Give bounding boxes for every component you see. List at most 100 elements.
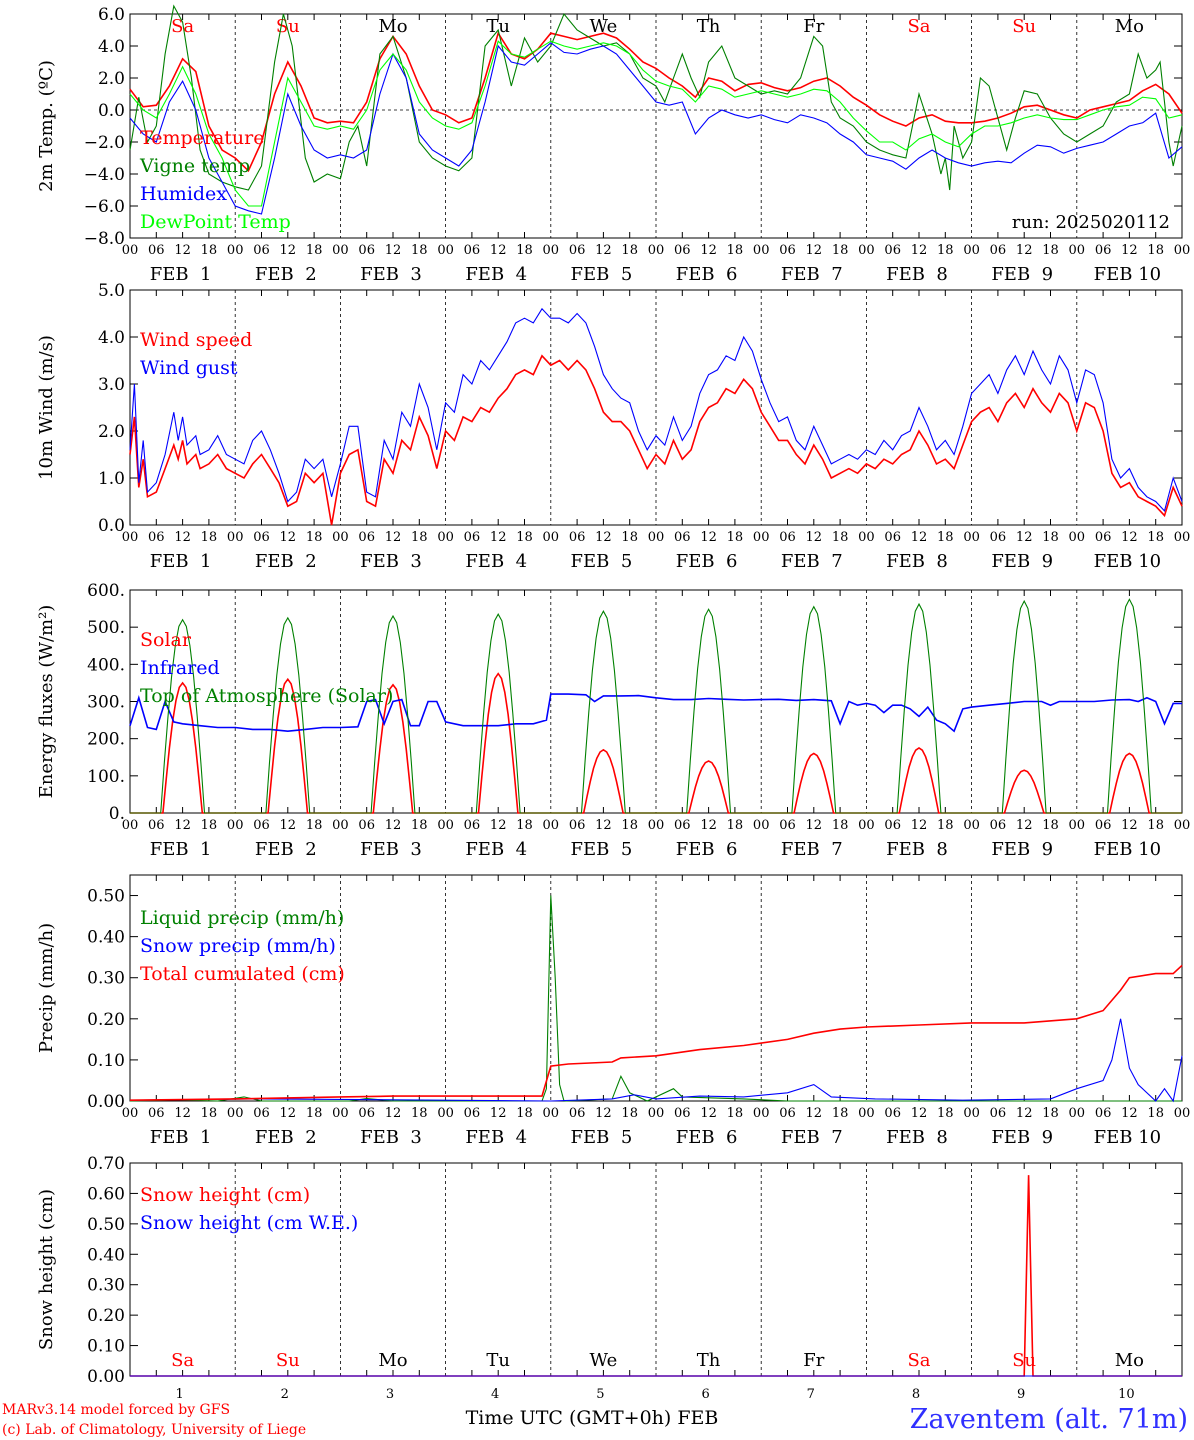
hour-tick-label: 06 [674,818,691,833]
legend-entry: Infrared [140,657,220,679]
hour-tick-label: 00 [543,530,560,545]
legend-entry: Humidex [140,183,227,205]
hour-tick-label: 12 [1016,1106,1033,1121]
hour-tick-label: 12 [1016,243,1033,258]
y-tick-label: 400. [87,655,125,675]
date-label: FEB 8 [886,551,948,572]
y-tick-label: 4.0 [98,328,125,348]
hour-tick-label: 18 [621,818,638,833]
y-tick-label: −4.0 [84,165,125,185]
hour-tick-label: 00 [122,1106,139,1121]
hour-tick-label: 12 [490,243,507,258]
legend-entry: Solar [140,629,192,651]
date-label: FEB 5 [571,839,633,860]
series-line-temperature [129,31,1183,173]
hour-tick-label: 06 [884,530,901,545]
y-tick-label: 0.50 [87,1215,125,1235]
legend-entry: Wind gust [140,357,238,379]
date-label: FEB 10 [1094,1127,1161,1148]
date-label: FEB 7 [781,551,843,572]
hour-tick-label: 00 [963,530,980,545]
hour-tick-label: 00 [227,243,244,258]
hour-tick-label: 18 [937,1106,954,1121]
legend-entry: Snow height (cm) [140,1184,310,1206]
panel-5: 0.70 0.60 0.50 0.40 0.30 0.20 0.10 0.00 Snow hei… [36,1154,1183,1387]
hour-tick-label: 06 [779,818,796,833]
hour-tick-label: 06 [674,243,691,258]
hour-tick-label: 06 [569,818,586,833]
hour-tick-label: 18 [306,818,323,833]
day-name-label: Sa [907,16,930,37]
date-label: FEB 2 [255,1127,317,1148]
hour-tick-label: 06 [253,530,270,545]
bottom-day-number: 3 [386,1387,394,1402]
hour-tick-label: 06 [990,1106,1007,1121]
hour-tick-label: 18 [1042,1106,1059,1121]
hour-tick-label: 00 [858,818,875,833]
y-tick-label: 0.60 [87,1184,125,1204]
hour-tick-label: 06 [253,243,270,258]
hour-tick-label: 18 [937,818,954,833]
hour-tick-label: 00 [753,1106,770,1121]
hour-tick-label: 06 [990,818,1007,833]
hour-tick-label: 18 [411,818,428,833]
hour-tick-label: 06 [1095,818,1112,833]
bottom-day-number: 1 [175,1387,183,1402]
hour-tick-label: 12 [490,530,507,545]
hour-tick-label: 18 [201,818,218,833]
hour-tick-label: 06 [148,530,165,545]
date-label: FEB 5 [571,1127,633,1148]
hour-tick-label: 12 [595,243,612,258]
date-label: FEB 2 [255,839,317,860]
date-label: FEB 8 [886,264,948,285]
hour-tick-label: 18 [516,243,533,258]
y-tick-label: 0.30 [87,1276,125,1296]
date-label: FEB 6 [676,264,738,285]
hour-tick-label: 06 [464,530,481,545]
footer-copyright-line: (c) Lab. of Climatology, University of L… [2,1422,306,1438]
hour-tick-label: 12 [280,818,297,833]
hour-tick-label: 18 [937,243,954,258]
hour-tick-label: 12 [911,1106,928,1121]
footer-model-line: MARv3.14 model forced by GFS [2,1402,230,1418]
hour-tick-label: 12 [280,530,297,545]
y-tick-label: 0.50 [87,887,125,907]
series-line-infrared [129,693,1182,733]
panel-1: 6.0 4.0 2.0 0.0 −2.0 −4.0 −6.0 −8.0 2m Temp. (ºC… [36,4,1190,285]
y-tick-label: 0.0 [98,516,125,536]
hour-tick-label: 18 [306,243,323,258]
hour-tick-label: 18 [727,243,744,258]
hour-tick-label: 12 [490,818,507,833]
hour-tick-label: 12 [806,530,823,545]
date-label: FEB 9 [991,551,1053,572]
legend-entry: Liquid precip (mm/h) [140,907,344,929]
date-label: FEB 3 [360,1127,422,1148]
hour-tick-label: 12 [280,243,297,258]
hour-tick-label: 12 [700,530,717,545]
legend-entry: Vigne temp [139,155,250,177]
bottom-day-number: 10 [1118,1387,1135,1402]
bottom-day-number: 5 [596,1387,604,1402]
y-axis-label: Snow height (cm) [36,1189,57,1350]
date-label: FEB 9 [991,1127,1053,1148]
day-name-label: We [590,1350,618,1371]
date-label: FEB 3 [360,264,422,285]
series-line-top-of-atmosphere-solar- [130,598,1182,814]
hour-tick-label: 06 [358,818,375,833]
date-label: FEB 8 [886,839,948,860]
hour-tick-label: 18 [727,530,744,545]
y-tick-label: 0.70 [87,1154,125,1174]
hour-tick-label: 00 [648,243,665,258]
hour-tick-label: 18 [1147,243,1164,258]
y-tick-label: 500. [87,618,125,638]
hour-tick-label: 00 [227,818,244,833]
day-name-label: Mo [1115,16,1144,37]
station-name: Zaventem (alt. 71m) [910,1404,1188,1435]
y-tick-label: −2.0 [84,133,125,153]
hour-tick-label: 12 [700,1106,717,1121]
date-label: FEB 7 [781,264,843,285]
legend-entry: DewPoint Temp [140,211,291,233]
hour-tick-label: 00 [122,530,139,545]
day-name-label: Fr [803,16,824,37]
